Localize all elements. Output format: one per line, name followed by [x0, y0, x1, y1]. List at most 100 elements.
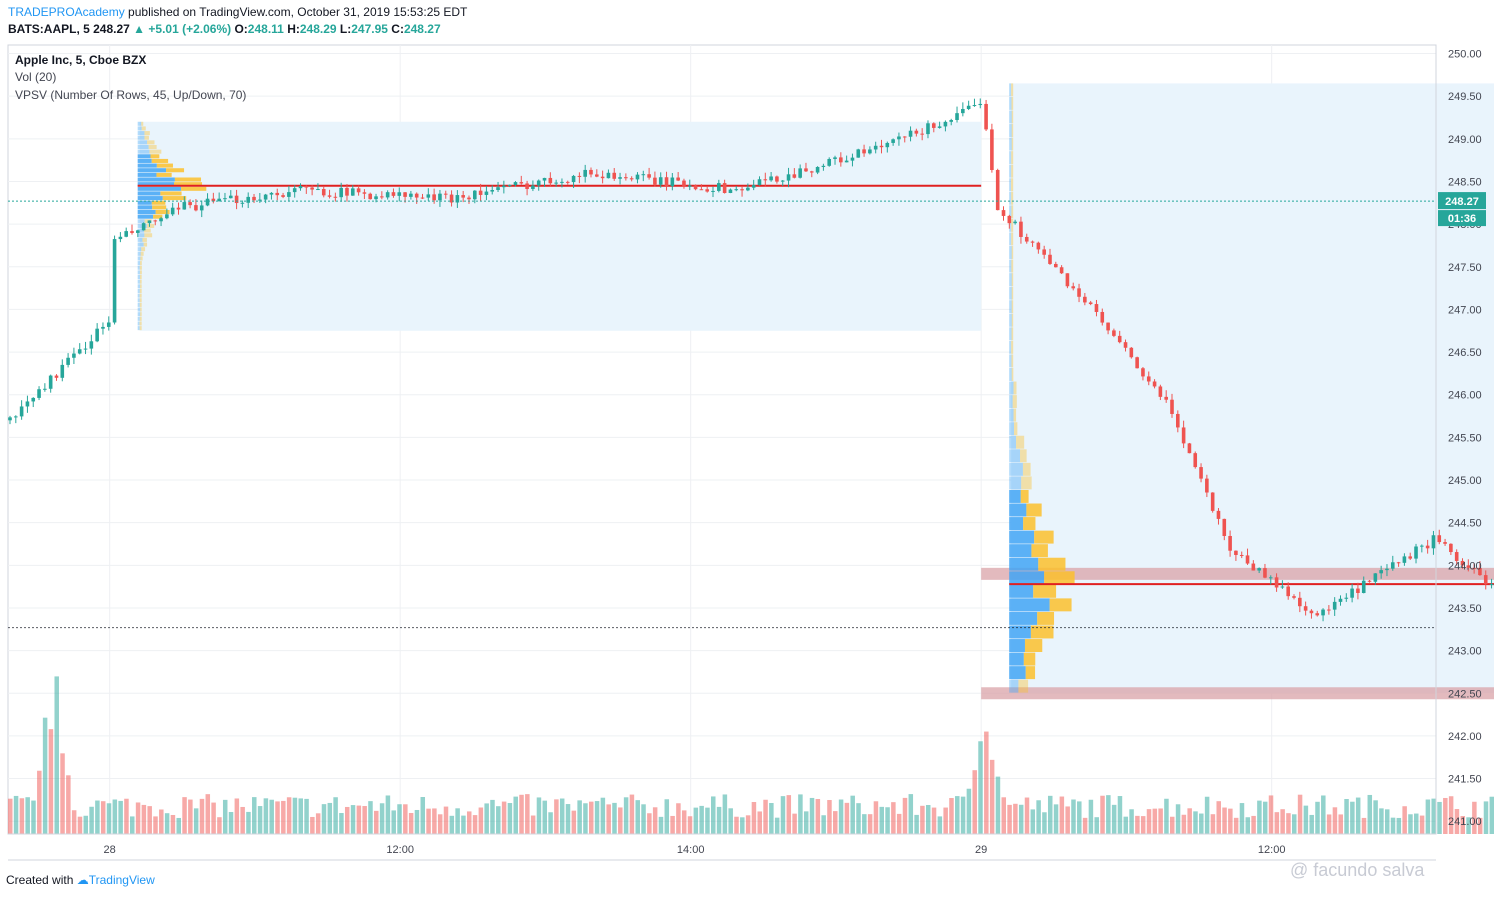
volume-bar [815, 799, 821, 834]
vp-bar-down [174, 182, 203, 187]
volume-bar [466, 811, 472, 834]
volume-bar [850, 795, 855, 834]
vp-bar-up [1009, 83, 1012, 97]
vp-bar-down [139, 270, 142, 275]
volume-bar [1047, 795, 1053, 834]
volume-bar [135, 802, 141, 834]
candle-body [1303, 606, 1308, 611]
candle-body [914, 130, 919, 134]
volume-bar [1390, 817, 1396, 834]
candle-body [809, 171, 814, 173]
volume-bar [629, 794, 635, 834]
candle-body [124, 231, 128, 237]
candle-body [1431, 535, 1436, 549]
volume-bar [1199, 813, 1204, 834]
candle-body [1454, 552, 1459, 561]
vp-bar-up [137, 233, 145, 238]
volume-bar [1280, 809, 1285, 834]
author-link[interactable]: TRADEPROAcademy [8, 5, 125, 19]
candle-body [1234, 550, 1238, 555]
vp-bar-up [1009, 476, 1022, 490]
vp-bar-up [1009, 422, 1015, 436]
volume-bar [1001, 797, 1007, 834]
volume-bar [867, 814, 873, 834]
candle-body [1106, 322, 1110, 331]
vp-bar-down [1031, 544, 1048, 558]
vp-bar-up [1009, 232, 1012, 246]
candle-body [263, 194, 268, 200]
volume-bar [1158, 808, 1163, 834]
vp-bar-down [181, 186, 207, 191]
volume-bar [1216, 801, 1221, 834]
candle-body [658, 177, 663, 185]
volume-bar [292, 797, 298, 834]
candle-body [165, 214, 169, 219]
candle-body [1478, 567, 1482, 576]
tradingview-link[interactable]: TradingView [88, 873, 155, 887]
tradingview-logo-icon[interactable]: ☁ [76, 873, 89, 887]
candle-body [1176, 413, 1180, 428]
volume-bar [315, 813, 321, 834]
candle-body [792, 174, 797, 178]
x-tick-label: 28 [104, 844, 116, 856]
volume-bar [1361, 817, 1367, 834]
candle-body [1274, 577, 1279, 588]
vp-bar-down [139, 293, 142, 298]
candle-body [83, 348, 88, 350]
vp-bar-up [1009, 354, 1012, 368]
candle-body [1123, 342, 1128, 348]
candle-body [577, 175, 582, 177]
candle-body [1117, 335, 1122, 343]
vp-bar-down [1012, 395, 1017, 409]
volume-bar [31, 800, 36, 834]
volume-bar [1489, 796, 1494, 834]
vp-bar-down [139, 302, 142, 307]
volume-bar [902, 797, 908, 834]
candle-body [1344, 597, 1349, 599]
candle-body [751, 185, 756, 188]
volume-bar [484, 803, 489, 834]
candle-body [391, 192, 396, 196]
vp-bar-up [1009, 96, 1012, 110]
candle-body [1100, 311, 1105, 323]
candle-body [25, 401, 30, 407]
vp-bar-up [1009, 666, 1026, 680]
volume-bar [862, 814, 867, 834]
volume-bar [664, 799, 670, 834]
volume-bar [1373, 800, 1378, 834]
volume-profile-bg [1011, 83, 1494, 694]
legend-volume: Vol (20) [15, 70, 57, 84]
volume-bar [966, 788, 972, 834]
volume-bar [1297, 794, 1303, 834]
candle-body [1268, 577, 1273, 579]
vp-bar-down [1011, 340, 1014, 354]
volume-bar [1309, 814, 1314, 834]
volume-bar [164, 813, 170, 834]
candle-body [1373, 573, 1378, 582]
candle-body [1489, 584, 1494, 586]
volume-bar [344, 806, 350, 834]
low-label: L: [339, 22, 352, 36]
y-tick-label: 246.50 [1448, 347, 1482, 359]
volume-bar [925, 804, 931, 834]
vp-bar-up [1009, 449, 1021, 463]
volume-bar [647, 813, 652, 834]
volume-bar [507, 803, 513, 834]
vp-bar-up [1009, 639, 1025, 653]
candle-body [159, 218, 163, 222]
candle-body [136, 230, 140, 233]
volume-bar [693, 807, 699, 834]
volume-bar [1146, 809, 1152, 834]
candle-body [484, 191, 489, 195]
vp-bar-up [137, 121, 142, 126]
candle-body [571, 175, 576, 183]
volume-bar [1181, 814, 1187, 834]
vp-bar-down [1011, 191, 1014, 205]
volume-bar [1111, 804, 1117, 834]
volume-bar [1350, 801, 1355, 834]
volume-bar [159, 809, 164, 834]
volume-bar [1425, 799, 1431, 834]
volume-bar [327, 802, 333, 834]
candle-body [990, 129, 994, 171]
